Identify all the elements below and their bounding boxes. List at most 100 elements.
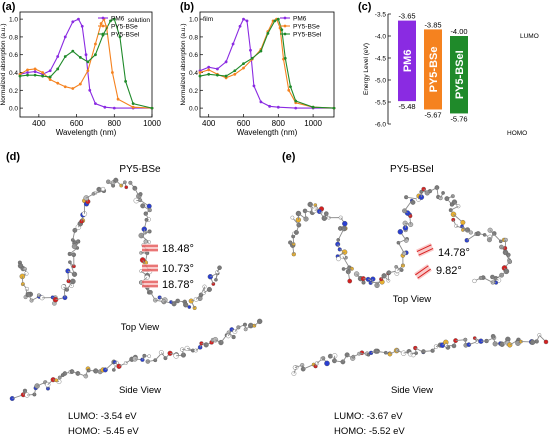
y-tick-label: 0.2 bbox=[189, 88, 198, 95]
data-point bbox=[18, 74, 22, 78]
data-point bbox=[294, 99, 298, 103]
legend-label: PY5-BSeI bbox=[111, 32, 140, 39]
y-axis-label: Normalized absorption (a.u.) bbox=[180, 23, 187, 105]
atom bbox=[69, 369, 75, 374]
data-point bbox=[266, 31, 270, 35]
atom bbox=[34, 383, 40, 389]
data-point bbox=[56, 67, 60, 71]
atom bbox=[290, 215, 295, 220]
data-point bbox=[242, 66, 245, 70]
data-point bbox=[332, 106, 336, 110]
data-point bbox=[26, 73, 29, 77]
y-tick-label: -6.0 bbox=[375, 122, 387, 129]
panel-letter-c: (c) bbox=[358, 1, 372, 13]
legend-label: PY5-BSeI bbox=[293, 32, 322, 39]
y-axis-label: Energy Level (eV) bbox=[363, 43, 370, 95]
homo-axis-label: HOMO bbox=[507, 130, 527, 137]
data-point bbox=[231, 42, 235, 46]
data-point bbox=[112, 106, 116, 110]
data-point bbox=[48, 69, 52, 73]
atom bbox=[410, 199, 416, 205]
panel-letter-d: (d) bbox=[6, 151, 20, 163]
dihedral-marker bbox=[416, 242, 434, 258]
x-axis-label: Wavelength (nm) bbox=[56, 128, 117, 137]
lumo-value-label: -3.85 bbox=[424, 20, 441, 29]
y-tick-label: 0.2 bbox=[9, 88, 18, 95]
data-point bbox=[207, 72, 211, 76]
data-point bbox=[33, 73, 37, 77]
data-point bbox=[71, 49, 75, 53]
legend-marker bbox=[101, 16, 105, 20]
legend-marker bbox=[283, 16, 287, 20]
data-point bbox=[26, 68, 29, 72]
legend-label: PM6 bbox=[293, 16, 307, 23]
homo-value-e: HOMO: -5.52 eV bbox=[334, 426, 405, 437]
bar-label: PY5-BSe bbox=[428, 47, 440, 93]
data-point bbox=[63, 55, 67, 58]
data-point bbox=[233, 69, 237, 73]
homo-value-d: HOMO: -5.45 eV bbox=[68, 426, 139, 437]
atom bbox=[397, 229, 404, 235]
molecule-top-view-d bbox=[17, 177, 222, 310]
lumo-axis-label: LUMO bbox=[520, 33, 539, 40]
data-point bbox=[63, 85, 67, 89]
dihedral-marker bbox=[414, 264, 432, 280]
homo-value-label: -5.76 bbox=[450, 114, 467, 123]
lumo-value-label: -3.65 bbox=[398, 12, 415, 21]
y-tick-label: 1.0 bbox=[9, 17, 18, 24]
atom bbox=[70, 278, 76, 285]
atom bbox=[71, 271, 78, 277]
x-tick-label: 800 bbox=[272, 119, 286, 128]
atom bbox=[231, 334, 236, 340]
legend-marker bbox=[283, 24, 287, 28]
y-tick-label: -5.5 bbox=[375, 100, 387, 107]
energy-bar bbox=[450, 36, 468, 114]
energy-level-chart: -3.5 -4.0 -4.5 -5.0 -5.5 -6.0 Energy Level (eV… bbox=[363, 12, 539, 138]
data-point bbox=[84, 53, 88, 57]
data-point bbox=[238, 24, 242, 28]
y-tick-label: 0.0 bbox=[9, 106, 18, 113]
data-point bbox=[48, 78, 52, 82]
data-point bbox=[224, 60, 228, 64]
atom bbox=[335, 241, 341, 247]
x-tick-label: 400 bbox=[32, 119, 46, 128]
legend-label: PY5-BSe bbox=[111, 24, 138, 31]
atom bbox=[206, 286, 212, 292]
data-point bbox=[198, 71, 202, 74]
atom bbox=[211, 282, 216, 286]
x-tick-label: 800 bbox=[108, 119, 122, 128]
x-tick-label: 1000 bbox=[143, 119, 161, 128]
y-tick-label: -4.0 bbox=[375, 34, 387, 41]
data-point bbox=[94, 42, 97, 46]
atom bbox=[468, 230, 473, 235]
data-point bbox=[131, 102, 135, 106]
homo-value-label: -5.48 bbox=[398, 102, 415, 111]
dihedral-angle-label: 10.73° bbox=[162, 263, 194, 275]
atom bbox=[147, 354, 151, 358]
data-point bbox=[198, 74, 202, 78]
legend-label: PY5-BSe bbox=[293, 24, 320, 31]
top-view-label-e: Top View bbox=[393, 294, 432, 305]
x-tick-label: 400 bbox=[202, 119, 216, 128]
data-point bbox=[233, 72, 237, 76]
panel-tag: solution bbox=[128, 17, 151, 24]
atom bbox=[217, 265, 222, 271]
data-point bbox=[33, 70, 37, 74]
data-point bbox=[78, 55, 82, 59]
data-point bbox=[289, 85, 292, 89]
data-point bbox=[245, 19, 249, 23]
atom bbox=[347, 278, 353, 284]
data-point bbox=[276, 17, 280, 21]
data-point bbox=[118, 35, 122, 39]
side-view-label-d: Side View bbox=[119, 385, 161, 396]
data-point bbox=[124, 80, 127, 83]
energy-bar bbox=[398, 20, 416, 102]
homo-value-label: -5.67 bbox=[424, 110, 441, 119]
data-point bbox=[116, 97, 120, 101]
data-point bbox=[150, 106, 154, 110]
atom bbox=[341, 225, 347, 232]
legend-marker bbox=[101, 32, 105, 36]
bond bbox=[337, 228, 345, 241]
top-view-label-d: Top View bbox=[121, 322, 160, 333]
dihedral-angle-label: 14.78° bbox=[438, 247, 470, 259]
